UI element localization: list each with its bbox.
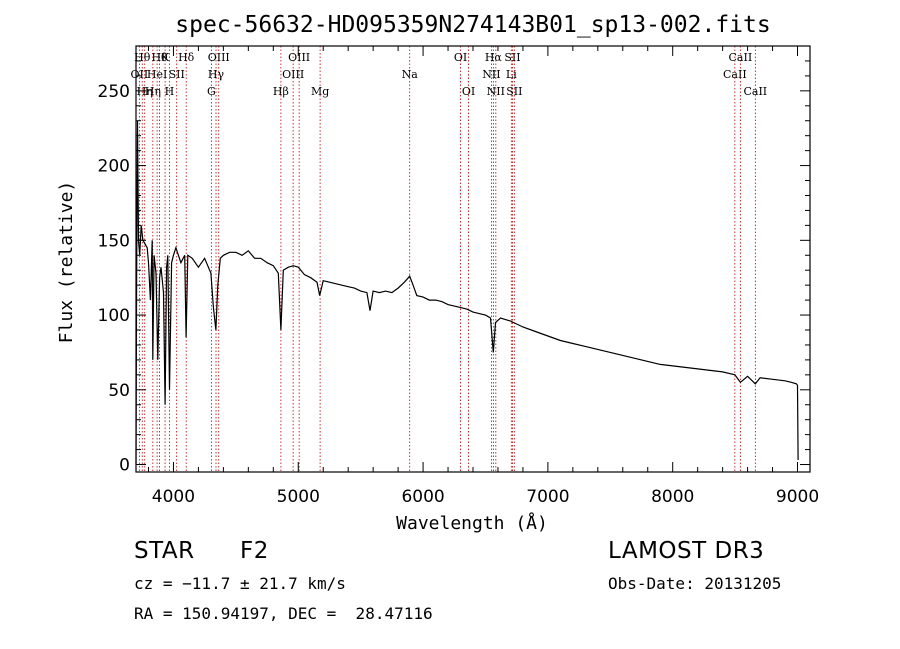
emission-line-labels: OIIHθHηHηHeIHθKHSIIHδGHγOIIIHβOIIIOIIIMg… <box>131 51 768 98</box>
axis-ticks: 4000 5000 6000 7000 8000 9000 0 50 100 150 200 250 <box>98 46 819 507</box>
y-tick-label: 50 <box>108 381 130 401</box>
y-tick-label: 250 <box>98 82 130 102</box>
line-label-18: OI <box>454 51 467 64</box>
chart-title: spec-56632-HD095359N274143B01_sp13-002.f… <box>175 12 770 38</box>
x-tick-label: 7000 <box>526 487 569 507</box>
x-tick-label: 6000 <box>401 487 444 507</box>
line-label-10: G <box>207 85 216 98</box>
line-label-3: Hη <box>145 85 161 98</box>
line-label-6: K <box>161 51 170 64</box>
line-label-17: Na <box>402 68 419 81</box>
x-tick-label: 9000 <box>776 487 819 507</box>
y-tick-label: 150 <box>98 231 130 251</box>
survey-release: LAMOST DR3 <box>608 538 765 564</box>
x-tick-label: 8000 <box>651 487 694 507</box>
line-label-25: SII <box>506 85 522 98</box>
object-type: STAR <box>134 538 195 564</box>
line-label-23: Li <box>506 68 517 81</box>
line-label-13: Hβ <box>273 85 289 98</box>
line-label-7: H <box>165 85 175 98</box>
x-tick-label: 4000 <box>152 487 195 507</box>
line-label-12: OIII <box>208 51 230 64</box>
y-tick-label: 200 <box>98 157 130 177</box>
line-label-5: Hθ <box>151 51 168 64</box>
line-label-4: HeI <box>147 68 167 81</box>
line-label-26: CaII <box>723 68 747 81</box>
line-label-1: Hθ <box>134 51 151 64</box>
x-axis-label: Wavelength (Å) <box>396 512 548 534</box>
spectral-subclass: F2 <box>240 538 269 564</box>
spectrum-trace <box>135 120 799 465</box>
line-label-0: OII <box>131 68 149 81</box>
line-label-22: NII <box>487 85 505 98</box>
line-label-20: NII <box>482 68 500 81</box>
y-axis-label: Flux (relative) <box>56 181 77 344</box>
line-label-16: Mg <box>311 85 329 98</box>
x-tick-label: 5000 <box>277 487 320 507</box>
line-label-15: OIII <box>288 51 310 64</box>
line-label-27: CaII <box>729 51 753 64</box>
line-label-28: CaII <box>743 85 767 98</box>
line-label-21: Hα <box>485 51 503 64</box>
line-label-11: Hγ <box>208 68 225 81</box>
observation-date: Obs-Date: 20131205 <box>608 574 782 593</box>
line-label-2: Hη <box>137 85 153 98</box>
line-label-24: SII <box>504 51 520 64</box>
y-tick-label: 0 <box>119 456 130 476</box>
emission-line-markers <box>138 46 756 472</box>
redshift-velocity: cz = −11.7 ± 21.7 km/s <box>134 574 346 593</box>
line-label-14: OIII <box>282 68 304 81</box>
y-tick-label: 100 <box>98 306 130 326</box>
plot-frame <box>135 45 811 473</box>
line-label-19: OI <box>462 85 475 98</box>
line-label-9: Hδ <box>178 51 195 64</box>
coordinates: RA = 150.94197, DEC = 28.47116 <box>134 604 433 623</box>
line-label-8: SII <box>169 68 185 81</box>
